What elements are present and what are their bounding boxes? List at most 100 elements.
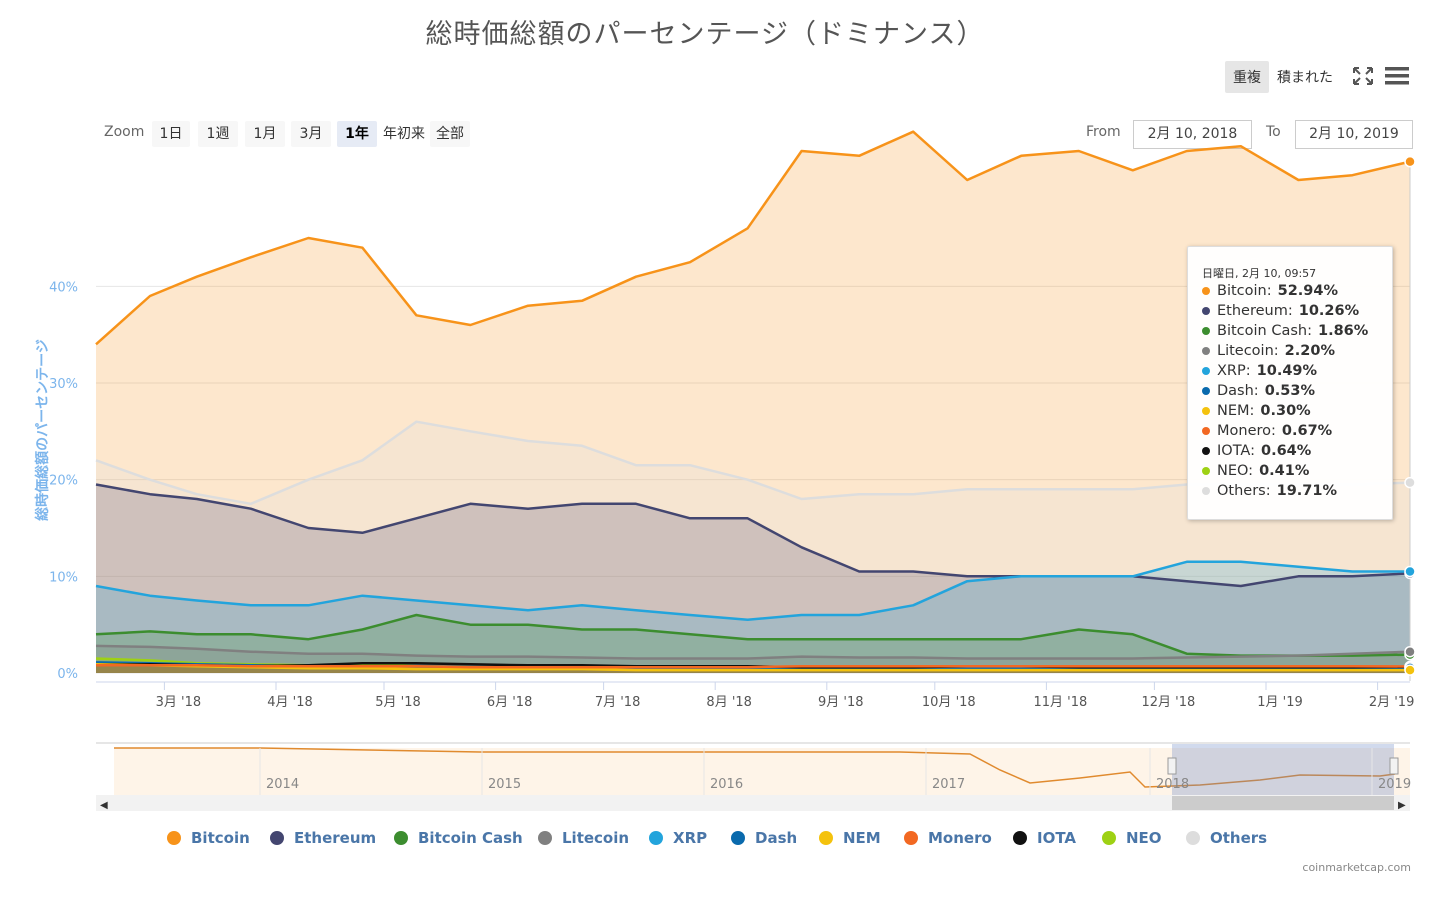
legend-label: Bitcoin Cash [418,829,523,847]
series-area-bitcoin [96,131,1410,673]
zoom-1m-button[interactable]: 1月 [245,121,285,147]
tooltip-series-value: 0.53% [1264,383,1315,399]
series-line-bitcoin-cash [95,613,1411,657]
stacked-button[interactable]: 積まれた [1277,70,1333,86]
tooltip-row: Dash: 0.53% [1202,383,1315,399]
legend-dot-icon [394,831,408,845]
navigator-year-label: 2014 [266,777,299,792]
last-point-marker [1404,645,1416,658]
last-point-marker [1404,664,1416,676]
last-point-marker [1404,476,1416,489]
scroll-left-icon[interactable]: ◀ [100,800,108,811]
tooltip-series-name: NEO: [1217,463,1254,479]
series-dot-icon [1202,307,1210,315]
tooltip-series-name: Litecoin: [1217,343,1279,359]
overlap-button[interactable]: 重複 [1225,61,1269,93]
navigator-year-label: 2019 [1378,777,1411,792]
tooltip-series-name: XRP: [1217,363,1251,379]
scroll-right-icon[interactable]: ▶ [1398,800,1406,811]
legend-item-monero[interactable]: Monero [904,829,992,847]
legend-dot-icon [904,831,918,845]
navigator-year-label: 2018 [1156,777,1189,792]
x-tick-label: 12月 '18 [1142,695,1196,710]
tooltip-series-value: 0.41% [1259,463,1310,479]
navigator-selection [1172,744,1394,795]
range-to-input[interactable]: 2月 10, 2019 [1295,120,1413,149]
range-from-label: From [1086,124,1121,140]
legend-dot-icon [1186,831,1200,845]
series-dot-icon [1202,347,1210,355]
tooltip-row: XRP: 10.49% [1202,363,1317,379]
series-line-others [95,420,1411,506]
legend-item-xrp[interactable]: XRP [649,829,707,847]
zoom-all-button[interactable]: 全部 [430,121,470,147]
zoom-ytd-button[interactable]: 年初来 [383,126,425,142]
zoom-1y-button[interactable]: 1年 [337,121,377,147]
zoom-3m-button[interactable]: 3月 [291,121,331,147]
navigator-year-label: 2015 [488,777,521,792]
tooltip-header: 日曜日, 2月 10, 09:57 [1202,267,1317,280]
x-tick-label: 1月 '19 [1257,695,1303,710]
legend-dot-icon [167,831,181,845]
series-line-xrp [95,560,1410,622]
legend-item-bitcoin-cash[interactable]: Bitcoin Cash [394,829,523,847]
last-point-marker [1404,565,1416,578]
tooltip-series-value: 0.67% [1281,423,1333,439]
legend-item-others[interactable]: Others [1186,829,1267,847]
range-from-input[interactable]: 2月 10, 2018 [1133,120,1252,149]
y-tick-label: 20% [49,474,78,489]
legend-item-litecoin[interactable]: Litecoin [538,829,629,847]
legend-dot-icon [1013,831,1027,845]
legend-item-bitcoin[interactable]: Bitcoin [167,829,250,847]
tooltip-series-name: Monero: [1217,423,1276,439]
zoom-1d-button[interactable]: 1日 [152,121,190,147]
tooltip-row: NEO: 0.41% [1202,463,1309,479]
series-line-litecoin [95,644,1411,660]
legend-dot-icon [819,831,833,845]
series-dot-icon [1202,447,1210,455]
tooltip-series-value: 19.71% [1276,483,1338,499]
series-line-ethereum [95,483,1411,588]
last-point-marker [1404,155,1416,168]
legend-item-iota[interactable]: IOTA [1013,829,1076,847]
tooltip-series-value: 0.64% [1260,443,1312,459]
y-tick-label: 10% [49,570,78,585]
legend-item-neo[interactable]: NEO [1102,829,1162,847]
credit-link[interactable]: coinmarketcap.com [1302,861,1411,874]
fullscreen-icon[interactable] [1352,66,1374,86]
x-tick-label: 4月 '18 [267,695,313,710]
menu-icon[interactable] [1385,66,1409,86]
x-tick-label: 9月 '18 [818,695,864,710]
legend-item-ethereum[interactable]: Ethereum [270,829,376,847]
tooltip-series-value: 52.94% [1277,283,1339,299]
legend-dot-icon [270,831,284,845]
tooltip-row: NEM: 0.30% [1202,403,1311,419]
navigator-handle[interactable] [1389,757,1399,775]
tooltip-series-value: 10.49% [1256,363,1318,379]
tooltip-row: Ethereum: 10.26% [1202,303,1359,319]
legend-item-dash[interactable]: Dash [731,829,797,847]
legend-dot-icon [1102,831,1116,845]
scrollbar-thumb[interactable] [1172,796,1394,810]
legend-item-nem[interactable]: NEM [819,829,881,847]
x-tick-label: 3月 '18 [156,695,202,710]
navigator-handle[interactable] [1167,757,1177,775]
chart-title: 総時価総額のパーセンテージ（ドミナンス） [425,19,985,50]
x-tick-label: 7月 '18 [595,695,641,710]
series-dot-icon [1202,487,1210,495]
navigator-year-label: 2017 [932,777,965,792]
x-tick-label: 2月 '19 [1369,695,1415,710]
x-tick-label: 6月 '18 [487,695,533,710]
legend-dot-icon [649,831,663,845]
legend-label: Dash [755,829,798,847]
tooltip-row: Others: 19.71% [1202,483,1337,499]
chart-tooltip: 日曜日, 2月 10, 09:57 Bitcoin: 52.94% Ethereum… [1187,246,1393,520]
legend-label: XRP [673,829,708,847]
tooltip-series-value: 10.26% [1298,303,1360,319]
zoom-1w-button[interactable]: 1週 [198,121,238,147]
x-tick-label: 10月 '18 [922,695,976,710]
series-line-bitcoin [95,130,1411,346]
x-tick-label: 11月 '18 [1034,695,1088,710]
tooltip-series-name: NEM: [1217,403,1255,419]
chart-legend: Bitcoin Ethereum Bitcoin Cash Litecoin XRP Da… [0,829,1437,853]
